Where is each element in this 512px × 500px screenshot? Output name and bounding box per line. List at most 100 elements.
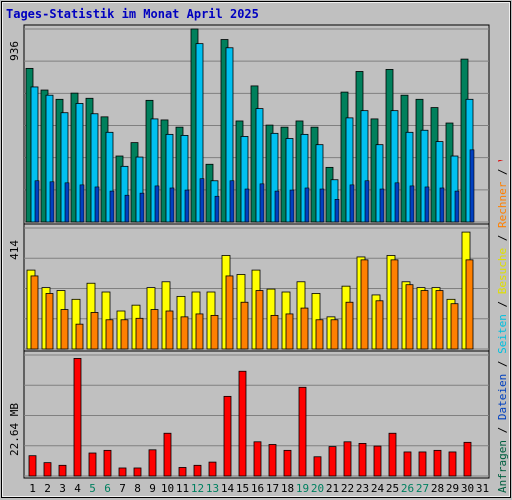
sites-bar: [135, 317, 144, 350]
files-bar: [49, 181, 55, 223]
day-label: 4: [74, 482, 81, 495]
files-bar: [424, 186, 430, 223]
pages-bar: [45, 94, 54, 223]
volume-bar: [118, 467, 127, 477]
sites-bar: [240, 301, 249, 350]
day-label: 29: [446, 482, 459, 495]
sites-bar: [420, 290, 429, 350]
files-bar: [274, 190, 280, 223]
day-label: 11: [176, 482, 189, 495]
sites-bar: [390, 259, 399, 350]
files-bar: [64, 182, 70, 223]
legend-entry: Dateien: [496, 374, 509, 420]
sites-bar: [30, 275, 39, 350]
pages-bar: [285, 138, 294, 223]
volume-bar: [373, 445, 382, 477]
day-label: 31: [476, 482, 489, 495]
pages-bar: [120, 165, 129, 223]
sites-bar: [255, 290, 264, 350]
pages-bar: [150, 118, 159, 223]
legend-entry: /: [496, 354, 509, 374]
pages-bar: [195, 43, 204, 223]
files-bar: [304, 187, 310, 223]
sites-bar: [150, 309, 159, 350]
volume-bar: [163, 432, 172, 477]
files-bar: [334, 199, 340, 223]
volume-bar: [298, 386, 307, 477]
panel-max-label: 22.64 MB: [8, 403, 21, 456]
volume-bar: [28, 455, 37, 477]
files-bar: [364, 180, 370, 223]
files-bar: [34, 180, 40, 223]
day-label: 18: [281, 482, 294, 495]
files-bar: [124, 194, 130, 223]
pages-bar: [90, 113, 99, 223]
files-bar: [439, 187, 445, 223]
volume-bar: [403, 451, 412, 477]
sites-bar: [45, 293, 54, 350]
pages-bar: [60, 112, 69, 223]
files-bar: [259, 183, 265, 223]
volume-bar: [133, 467, 142, 477]
sites-bar: [195, 313, 204, 350]
volume-bar: [208, 461, 217, 477]
pages-bar: [450, 155, 459, 223]
sites-bar: [345, 301, 354, 350]
volume-bar: [328, 446, 337, 477]
files-bar: [214, 195, 220, 223]
files-bar: [409, 185, 415, 223]
volume-bar: [43, 462, 52, 477]
volume-bar: [148, 449, 157, 477]
volume-bar: [238, 370, 247, 477]
legend-entry: /: [496, 420, 509, 440]
volume-bar: [58, 464, 67, 477]
day-label: 9: [149, 482, 156, 495]
volume-bar: [283, 449, 292, 477]
legend-entry: /: [496, 228, 509, 248]
volume-bar: [358, 442, 367, 477]
volume-bar: [343, 441, 352, 477]
sites-bar: [330, 319, 339, 350]
day-label: 2: [44, 482, 51, 495]
pages-bar: [225, 47, 234, 223]
sites-bar: [270, 314, 279, 350]
sites-bar: [315, 319, 324, 350]
vertical-legend: Anfragen / Dateien / Seiten / Besuche / …: [496, 160, 509, 493]
pages-bar: [345, 117, 354, 223]
panel-frame-3: [23, 350, 490, 479]
sites-bar: [465, 259, 474, 350]
day-label: 6: [104, 482, 111, 495]
sites-bar: [210, 314, 219, 350]
day-label: 28: [431, 482, 444, 495]
day-label: 24: [371, 482, 385, 495]
pages-bar: [135, 156, 144, 223]
sites-bar: [300, 307, 309, 350]
volume-bar: [463, 441, 472, 477]
sites-bar: [405, 284, 414, 350]
day-label: 26: [401, 482, 414, 495]
files-bar: [169, 187, 175, 223]
pages-bar: [405, 131, 414, 223]
sites-bar: [225, 275, 234, 350]
sites-bar: [180, 316, 189, 350]
volume-bar: [253, 441, 262, 477]
pages-bar: [270, 132, 279, 223]
pages-bar: [105, 131, 114, 223]
sites-bar: [60, 309, 69, 350]
files-bar: [454, 190, 460, 223]
sites-bar: [90, 312, 99, 350]
day-label: 7: [119, 482, 126, 495]
pages-bar: [300, 133, 309, 223]
day-label: 12: [191, 482, 204, 495]
legend-entry: Anfragen: [496, 440, 509, 493]
files-bar: [379, 188, 385, 223]
sites-bar: [375, 300, 384, 350]
day-label: 23: [356, 482, 369, 495]
day-label: 3: [59, 482, 66, 495]
sites-bar: [120, 319, 129, 350]
pages-bar: [165, 133, 174, 223]
sites-bar: [360, 259, 369, 350]
files-bar: [94, 186, 100, 223]
